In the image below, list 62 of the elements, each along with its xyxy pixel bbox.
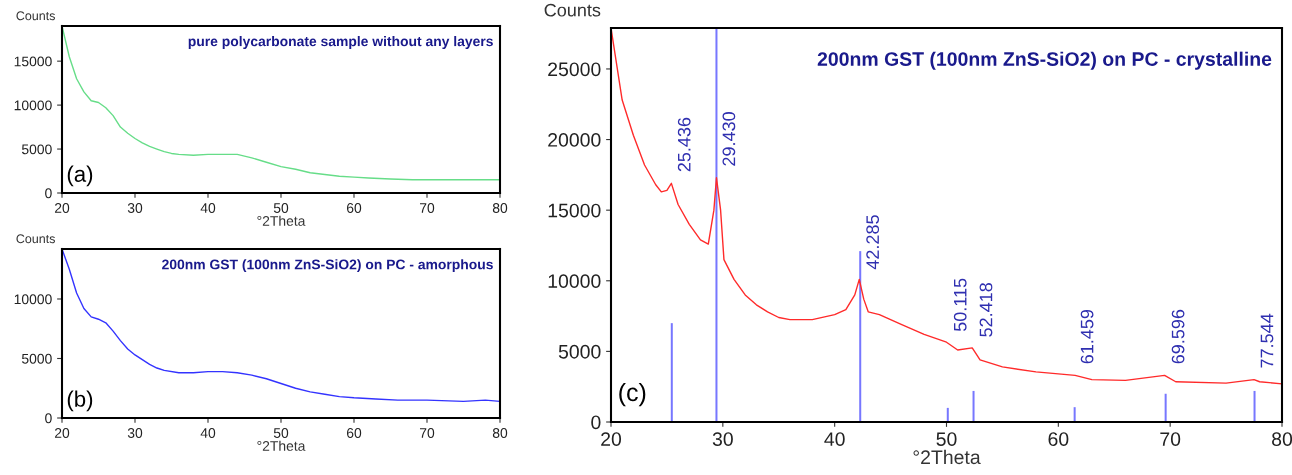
x-axis-title: °2Theta (913, 449, 981, 465)
y-tick-label: 5000 (21, 353, 52, 364)
annotation: 50.115 (953, 278, 967, 332)
x-tick-label: 60 (1048, 432, 1069, 446)
x-tick-label: 60 (346, 428, 362, 438)
x-tick-label: 70 (1160, 432, 1181, 446)
annotation: 69.596 (1171, 309, 1185, 364)
annotation: 61.459 (1080, 309, 1094, 364)
y-axis-title: Counts (16, 11, 55, 21)
bar (1164, 393, 1167, 422)
annotation: 77.544 (1260, 313, 1274, 368)
y-tick-label: 0 (45, 413, 52, 424)
y-tick-label: 0 (591, 415, 601, 430)
annotation: 42.285 (866, 215, 880, 270)
x-tick-label: 80 (492, 203, 508, 213)
annotation: 52.418 (979, 283, 993, 337)
x-tick-label: 30 (712, 432, 733, 446)
x-tick-label: 70 (419, 203, 435, 213)
y-tick-label: 20000 (548, 133, 601, 147)
x-tick-label: 60 (346, 203, 362, 213)
x-tick-label: 20 (54, 428, 70, 438)
x-tick-label: 40 (200, 428, 216, 438)
annotation: (a) (67, 165, 93, 187)
x-tick-label: 50 (273, 203, 289, 213)
x-axis-title: °2Theta (257, 440, 306, 451)
x-tick-label: 40 (200, 203, 216, 213)
y-tick-label: 0 (45, 188, 52, 199)
bar (1253, 390, 1256, 422)
bar (715, 28, 718, 422)
text: pure polycarbonate sample without any layers (188, 36, 493, 49)
y-tick-label: 15000 (548, 203, 601, 218)
bar (946, 407, 949, 422)
y-tick-label: 10000 (14, 100, 52, 111)
y-tick-label: 10000 (548, 274, 601, 289)
x-tick-label: 40 (824, 432, 845, 446)
x-tick-label: 70 (419, 428, 435, 438)
y-axis-title: Counts (16, 234, 55, 244)
x-tick-label: 80 (1272, 432, 1292, 446)
x-tick-label: 20 (601, 432, 622, 446)
x-tick-label: 30 (127, 428, 143, 438)
bar (859, 251, 862, 422)
bar (1073, 407, 1076, 422)
annotation: (b) (67, 390, 93, 412)
y-tick-label: 25000 (548, 62, 601, 77)
annotation: 25.436 (677, 117, 691, 172)
text: 200nm GST (100nm ZnS-SiO2) on PC - crystalline (817, 51, 1272, 70)
annotation: (c) (619, 382, 646, 407)
x-tick-label: 80 (492, 428, 508, 438)
x-tick-label: 50 (936, 432, 957, 446)
x-tick-label: 50 (273, 428, 289, 438)
y-axis-title: Counts (544, 3, 601, 17)
text: 200nm GST (100nm ZnS-SiO2) on PC - amorphous (162, 259, 493, 273)
bar (670, 323, 673, 422)
y-tick-label: 5000 (21, 144, 52, 155)
y-tick-label: 10000 (14, 294, 52, 305)
y-tick-label: 15000 (14, 56, 52, 67)
x-tick-label: 30 (127, 203, 143, 213)
bar (972, 390, 975, 422)
x-tick-label: 20 (54, 203, 70, 213)
y-tick-label: 5000 (558, 344, 601, 359)
x-axis-title: °2Theta (257, 215, 306, 226)
annotation: 29.430 (722, 112, 736, 166)
